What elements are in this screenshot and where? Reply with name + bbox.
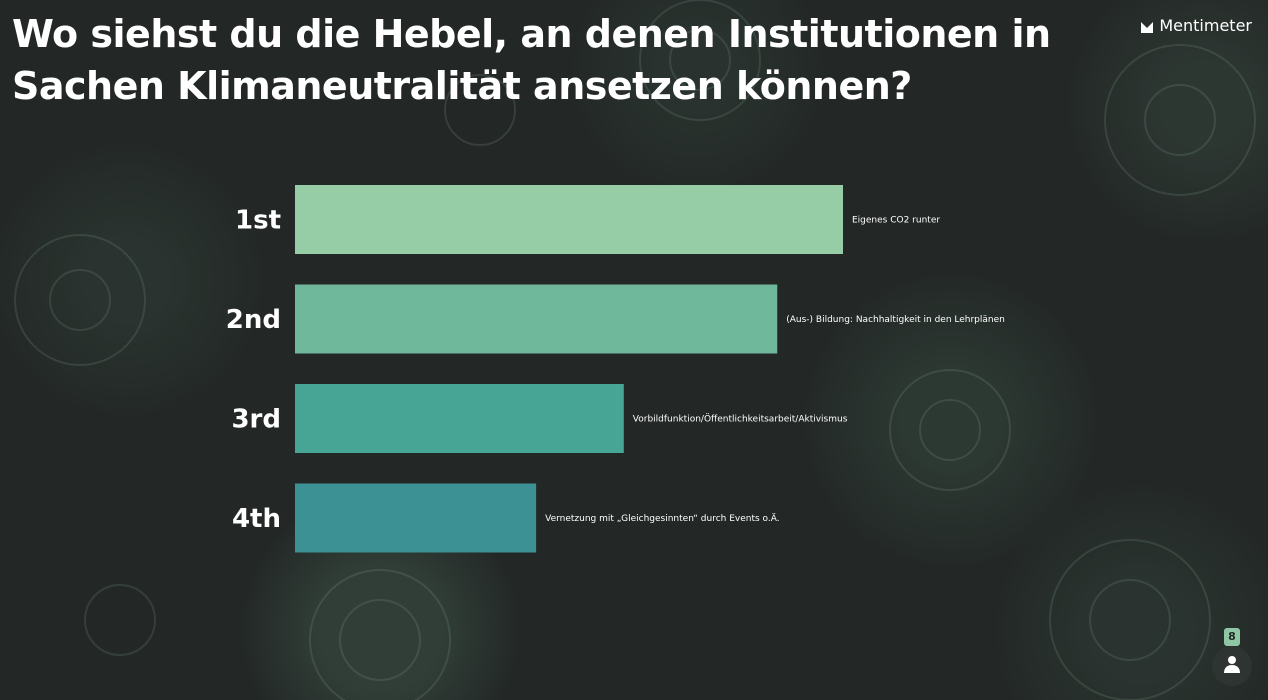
participants-indicator[interactable]: 8 (1212, 628, 1252, 692)
bar-answer-label: Vorbildfunktion/Öffentlichkeitsarbeit/Ak… (633, 414, 848, 425)
ranking-bar (295, 284, 778, 354)
person-icon (1223, 655, 1241, 677)
participant-count-badge: 8 (1224, 628, 1240, 646)
mentimeter-brand: Mentimeter (1140, 16, 1252, 35)
rank-label: 1st (235, 206, 281, 236)
bar-answer-label: Eigenes CO2 runter (852, 216, 940, 226)
ranking-bar (295, 185, 843, 254)
participants-button[interactable] (1212, 646, 1252, 686)
question-title: Wo siehst du die Hebel, an denen Institu… (12, 12, 1051, 108)
ranking-bar (295, 384, 624, 453)
rank-label: 2nd (226, 305, 281, 335)
rank-label: 3rd (231, 405, 281, 435)
rank-label: 4th (232, 504, 281, 534)
brand-name: Mentimeter (1159, 16, 1252, 35)
ranking-bar (295, 483, 537, 553)
bar-answer-label: Vernetzung mit „Gleichgesinnten“ durch E… (545, 513, 780, 524)
bar-answer-label: (Aus-) Bildung: Nachhaltigkeit in den Le… (786, 315, 1005, 325)
mentimeter-logo-icon (1140, 19, 1154, 33)
